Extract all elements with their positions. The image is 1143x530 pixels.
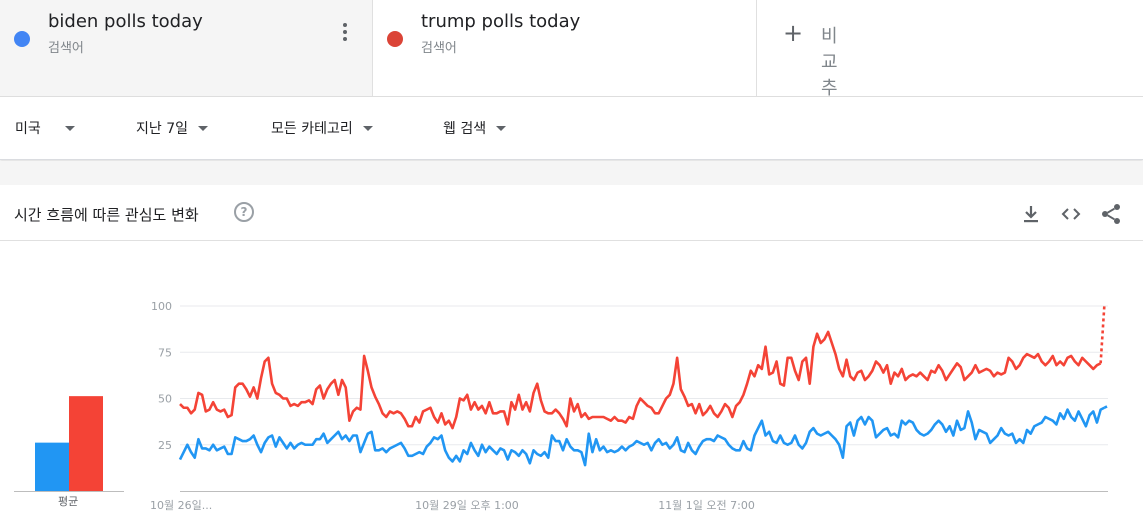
x-tick-label: 10월 26일... [150,498,212,512]
search-term-type: 검색어 [421,41,457,56]
more-vert-icon[interactable] [338,20,352,44]
series-partial-segment-1 [1103,404,1109,409]
x-tick-label: 11월 1일 오전 7:00 [658,498,755,512]
region-label: 미국 [15,121,41,137]
average-bar-1[interactable] [35,442,69,491]
period-label: 지난 7일 [136,121,188,137]
caret-down-icon [198,125,208,131]
filter-bar: 미국 지난 7일 모든 카테고리 웹 검색 [0,97,1143,160]
average-label: 평균 [58,495,79,508]
y-tick-label: 100 [151,300,172,313]
average-bar-2[interactable] [69,396,103,491]
period-dropdown[interactable]: 지난 7일 [136,118,208,138]
download-icon[interactable] [1019,202,1043,226]
caret-down-icon [362,125,373,131]
region-dropdown[interactable]: 미국 [15,118,75,138]
caret-down-icon [496,125,507,131]
series-line-2[interactable] [179,330,1102,430]
y-tick-label: 75 [158,346,172,359]
search-term-name: trump polls today [421,11,581,32]
add-compare-button[interactable] [757,0,1143,96]
search-term-2[interactable]: trump polls today 검색어 [373,0,757,96]
series-line-1[interactable] [178,406,1105,467]
search-term-name: biden polls today [48,11,203,32]
compare-bar: biden polls today 검색어 trump polls today … [0,0,1143,97]
category-dropdown[interactable]: 모든 카테고리 [271,118,373,138]
section-gap [0,161,1143,185]
search-term-type: 검색어 [48,41,84,56]
interest-line-chart: 25 50 75 100 10월 26일... 10월 29일 오후 1:00 11월 1일… [150,300,1109,512]
search-type-dropdown[interactable]: 웹 검색 [443,118,507,138]
card-header: 시간 흐름에 따른 관심도 변화 ? [0,185,1143,241]
y-tick-label: 25 [158,439,172,452]
x-tick-label: 10월 29일 오후 1:00 [415,498,519,512]
series-partial-segment-2 [1099,305,1106,364]
average-bar-chart [14,396,124,492]
caret-down-icon [64,125,75,131]
y-tick-label: 50 [158,393,172,406]
embed-code-icon[interactable] [1059,202,1083,226]
search-type-label: 웹 검색 [443,121,487,137]
interest-over-time-card: 시간 흐름에 따른 관심도 변화 ? [0,185,1143,530]
search-term-1[interactable]: biden polls today 검색어 [0,0,373,96]
card-title: 시간 흐름에 따른 관심도 변화 [14,206,199,224]
category-label: 모든 카테고리 [271,121,353,137]
help-icon[interactable]: ? [234,202,254,222]
plus-icon: + [783,19,804,47]
series-color-dot [14,31,30,47]
share-icon[interactable] [1099,202,1123,226]
series-color-dot [387,31,403,47]
